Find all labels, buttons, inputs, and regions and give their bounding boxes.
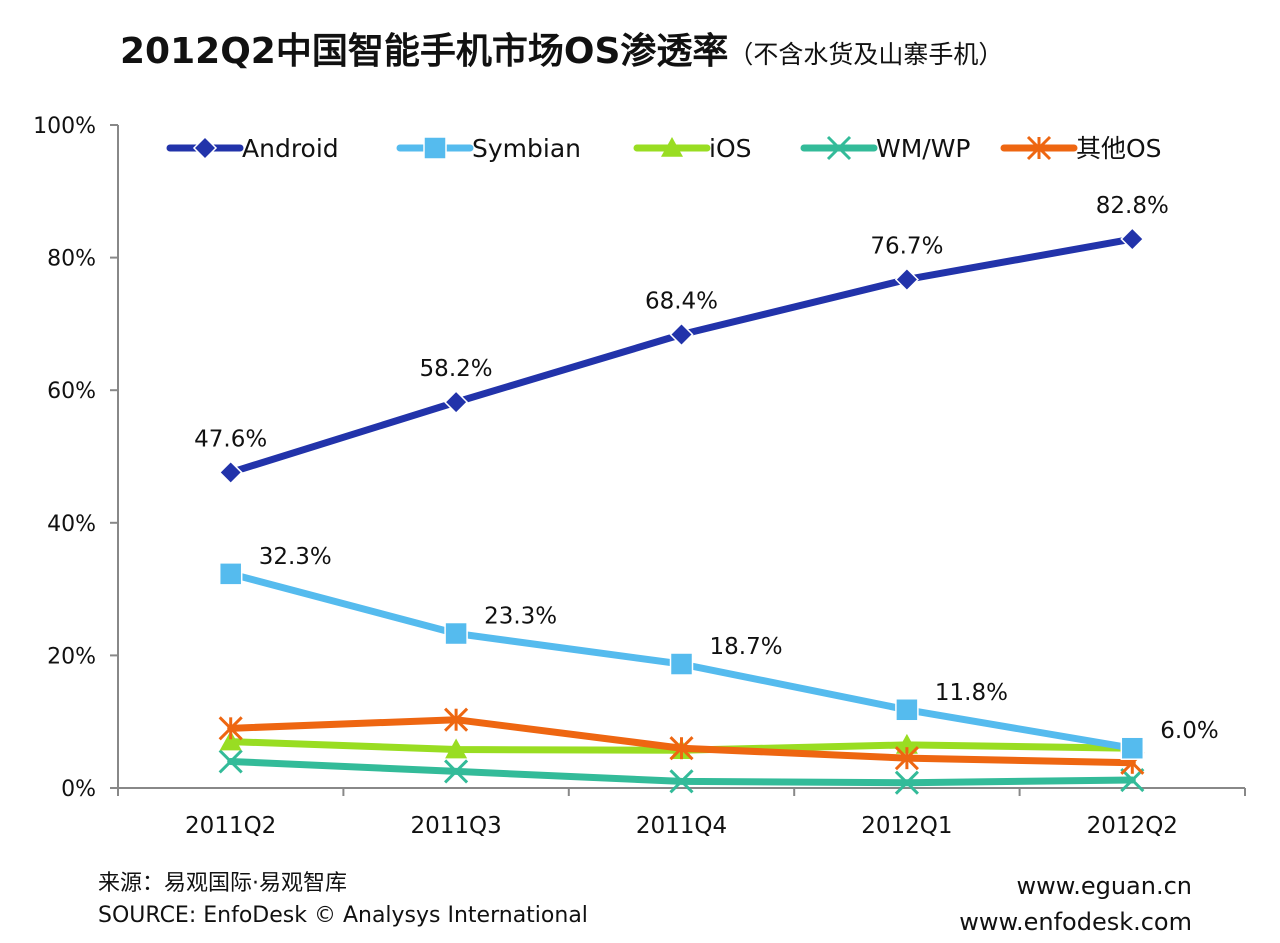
data-point — [444, 759, 469, 784]
data-point — [894, 770, 919, 795]
data-label: 47.6% — [194, 426, 267, 452]
marker-stroke — [444, 759, 469, 784]
legend-item: 其他OS — [1000, 134, 1162, 163]
url-block: www.eguan.cn www.enfodesk.com — [959, 868, 1192, 940]
data-point — [218, 716, 243, 741]
data-label: 32.3% — [259, 544, 332, 570]
legend-marker — [826, 135, 852, 161]
x-tick-label: 2011Q3 — [410, 813, 501, 839]
legend-item: iOS — [633, 134, 752, 163]
data-point — [218, 749, 243, 774]
marker-stroke — [894, 770, 919, 795]
data-label: 82.8% — [1096, 193, 1169, 219]
data-point — [669, 652, 694, 676]
data-point — [894, 267, 919, 292]
x-tick-label: 2012Q2 — [1087, 813, 1178, 839]
data-point — [444, 707, 469, 732]
url-eguan: www.eguan.cn — [1016, 872, 1192, 900]
data-point — [669, 769, 694, 794]
y-tick-label: 0% — [61, 777, 96, 802]
x-tick-label: 2011Q2 — [185, 813, 276, 839]
x-tick-label: 2012Q1 — [861, 813, 952, 839]
data-point — [219, 730, 242, 751]
data-point — [218, 562, 243, 586]
url-enfodesk: www.enfodesk.com — [959, 908, 1192, 936]
chart-title-main: 2012Q2中国智能手机市场OS渗透率 — [120, 31, 729, 72]
data-label: 23.3% — [484, 604, 557, 630]
series-symbian — [218, 562, 1145, 760]
series-line — [227, 235, 1136, 476]
line-chart: 0% 20% 40% 60% 80% 100% 2011Q2 2011Q3 2011Q4 2012… — [33, 114, 1246, 839]
data-point — [895, 733, 918, 754]
data-point — [444, 390, 469, 415]
data-label: 11.8% — [935, 680, 1008, 706]
data-label: 68.4% — [645, 289, 718, 315]
marker-stroke — [218, 749, 243, 774]
source-cn: 来源：易观国际·易观智库 — [98, 871, 347, 896]
legend-marker — [192, 135, 218, 161]
series-os — [218, 707, 1145, 775]
data-label: 58.2% — [420, 356, 493, 382]
data-point — [445, 738, 468, 759]
legend-item: Symbian — [396, 134, 581, 163]
legend-label: Symbian — [472, 134, 581, 163]
legend-label: 其他OS — [1076, 134, 1162, 163]
legend-label: WM/WP — [876, 134, 971, 163]
data-label: 76.7% — [870, 233, 943, 259]
chart-subtitle: （不含水货及山寨手机） — [728, 40, 1004, 69]
data-point — [669, 322, 694, 347]
source-en: SOURCE: EnfoDesk © Analysys Internationa… — [98, 903, 588, 928]
y-tick-label: 100% — [33, 114, 96, 139]
series-android — [218, 226, 1145, 485]
y-tick-label: 60% — [47, 379, 96, 404]
y-tick-label: 20% — [47, 644, 96, 669]
marker-stroke — [1120, 767, 1145, 793]
data-point — [218, 460, 243, 485]
data-point — [895, 698, 919, 722]
legend-item: Android — [166, 134, 339, 163]
legend-label: Android — [242, 134, 339, 163]
x-tick-label: 2011Q4 — [636, 813, 727, 839]
data-label: 6.0% — [1160, 718, 1218, 744]
source-block: 来源：易观国际·易观智库 SOURCE: EnfoDesk © Analysys… — [98, 868, 588, 932]
data-point — [894, 746, 919, 771]
marker-stroke — [669, 769, 694, 794]
y-tick-label: 40% — [47, 512, 96, 537]
legend-marker — [1026, 135, 1052, 161]
legend-label: iOS — [709, 134, 752, 163]
y-tick-label: 80% — [47, 247, 96, 272]
data-label: 18.7% — [710, 634, 783, 660]
data-point — [1120, 767, 1145, 793]
data-point — [1120, 736, 1145, 760]
legend-marker — [661, 137, 683, 157]
chart-title: 2012Q2中国智能手机市场OS渗透率（不含水货及山寨手机） — [120, 22, 1180, 74]
legend-marker — [423, 136, 447, 160]
legend-item: WM/WP — [800, 134, 971, 163]
data-point — [444, 621, 468, 646]
data-point — [1120, 226, 1145, 252]
series-wm-wp — [218, 749, 1145, 795]
marker-stroke — [826, 135, 852, 161]
data-point — [669, 736, 694, 761]
